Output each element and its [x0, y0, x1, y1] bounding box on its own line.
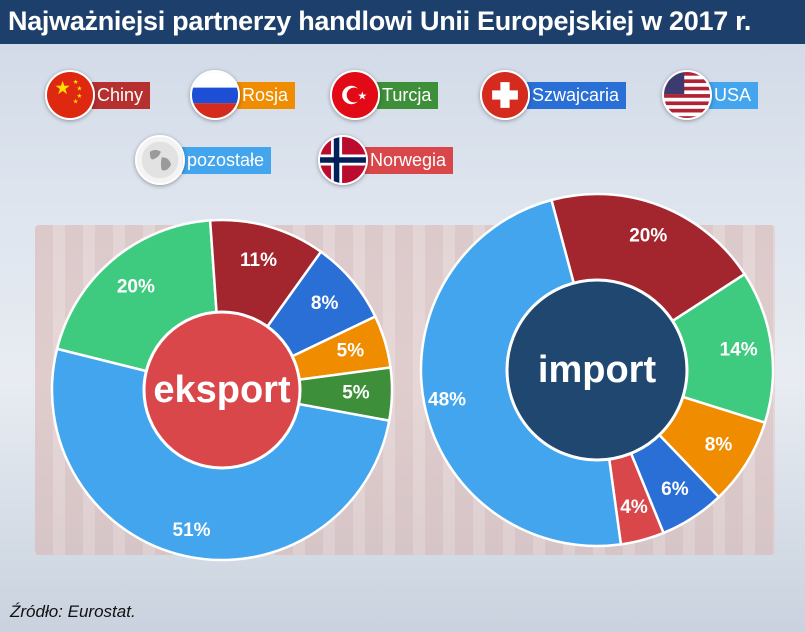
slice-label: 4% — [620, 497, 648, 518]
slice-label: 8% — [705, 434, 733, 455]
svg-text:★: ★ — [54, 77, 71, 98]
turkey-flag-icon: ★ — [330, 70, 380, 120]
legend-label: Chiny — [92, 81, 151, 109]
svg-text:★: ★ — [357, 91, 367, 103]
center-label: import — [538, 349, 657, 391]
center-circle — [505, 278, 689, 462]
source-note: Źródło: Eurostat. — [10, 602, 136, 621]
legend-item-norwegia: Norwegia — [318, 135, 454, 185]
center-label: eksport — [153, 369, 291, 411]
svg-text:★: ★ — [76, 85, 82, 92]
legend-item-szwajcaria: Szwajcaria — [480, 70, 627, 120]
title-bar: Najważniejsi partnerzy handlowi Unii Eur… — [0, 0, 805, 44]
norway-flag-icon — [318, 135, 368, 185]
chart-title: Najważniejsi partnerzy handlowi Unii Eur… — [8, 6, 752, 36]
globe-icon — [135, 135, 185, 185]
legend-label: Norwegia — [365, 146, 454, 174]
legend-item-rosja: Rosja — [190, 70, 296, 120]
center-circle — [142, 310, 302, 470]
slice-label: 14% — [720, 340, 758, 361]
slice-label: 5% — [342, 382, 370, 403]
svg-text:★: ★ — [76, 93, 82, 100]
slice-label: 8% — [311, 293, 339, 314]
china-flag-icon: ★ ★ ★ ★ ★ — [45, 70, 95, 120]
svg-text:★: ★ — [73, 98, 79, 105]
legend-label: pozostałe — [182, 146, 272, 174]
russia-flag-icon — [190, 70, 240, 120]
slice-label: 48% — [428, 389, 466, 410]
svg-text:★: ★ — [73, 79, 79, 86]
slice-label: 20% — [629, 226, 667, 247]
legend-label: USA — [709, 81, 759, 109]
legend-item-pozostale: pozostałe — [135, 135, 272, 185]
legend-item-turcja: ★ Turcja — [330, 70, 439, 120]
switzerland-flag-icon — [480, 70, 530, 120]
pie-chart-eksport: 20% 11% 8% 5% 5% 51% eksport — [50, 218, 394, 562]
legend-label: Szwajcaria — [527, 81, 627, 109]
slice-label: 5% — [337, 341, 365, 362]
slice-label: 6% — [661, 479, 689, 500]
legend-label: Rosja — [237, 81, 296, 109]
legend-item-chiny: ★ ★ ★ ★ ★ Chiny — [45, 70, 151, 120]
legend-label: Turcja — [377, 81, 439, 109]
slice-label: 11% — [240, 250, 277, 271]
slice-label: 20% — [117, 276, 155, 297]
usa-flag-icon — [662, 70, 712, 120]
pie-chart-import: 20% 14% 8% 6% 4% 48% import — [419, 192, 775, 548]
legend-item-usa: USA — [662, 70, 759, 120]
slice-label: 51% — [173, 520, 211, 541]
